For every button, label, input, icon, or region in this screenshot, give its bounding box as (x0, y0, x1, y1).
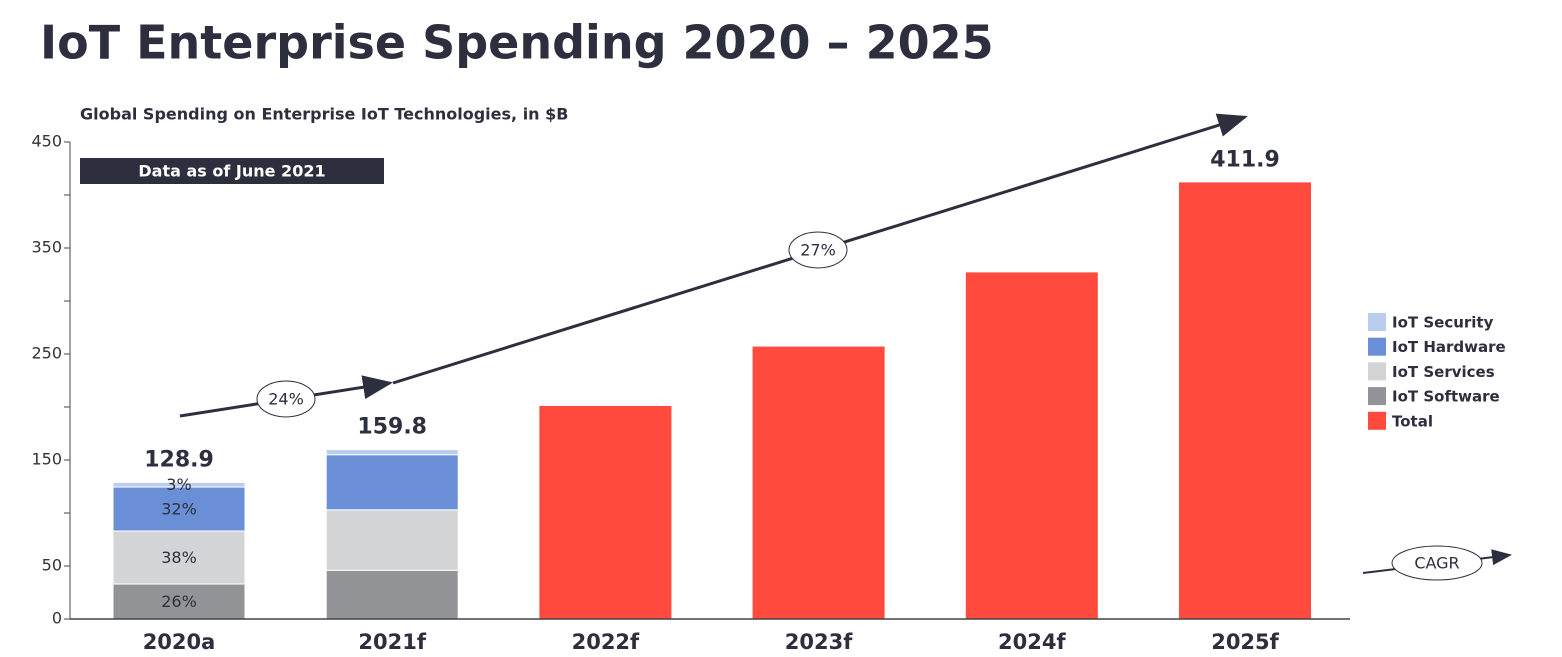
legend-swatch (1368, 337, 1386, 356)
share-label: 32% (161, 500, 197, 519)
y-tick-label: 450 (31, 132, 62, 151)
chart-subtitle: Global Spending on Enterprise IoT Techno… (80, 105, 568, 124)
bar-segment (112, 530, 246, 585)
legend-label: IoT Hardware (1392, 338, 1506, 356)
x-tick-label: 2023f (785, 630, 853, 654)
bar-segment (325, 509, 459, 571)
legend-label: IoT Security (1392, 314, 1494, 332)
cagr-label: 27% (800, 241, 836, 260)
cagr-badge (256, 380, 316, 418)
y-tick-label: 0 (52, 609, 62, 628)
cagr-legend-label: CAGR (1414, 554, 1459, 573)
note-text: Data as of June 2021 (138, 162, 325, 181)
bar-segment (325, 569, 459, 620)
total-label: 411.9 (1210, 147, 1280, 172)
bar-segment (112, 486, 246, 532)
y-tick-label: 150 (31, 450, 62, 469)
cagr-legend-badge (1391, 545, 1483, 581)
bar (539, 405, 672, 619)
x-tick-label: 2021f (358, 630, 426, 654)
bar-segment (325, 449, 459, 456)
x-tick-label: 2024f (998, 630, 1066, 654)
x-tick-label: 2022f (572, 630, 640, 654)
share-label: 3% (166, 475, 191, 494)
legend-label: IoT Services (1392, 363, 1495, 381)
share-label: 38% (161, 548, 197, 567)
total-label: 128.9 (144, 447, 214, 472)
bar (752, 346, 885, 619)
y-tick-label: 350 (31, 238, 62, 257)
bar (1179, 182, 1311, 620)
x-tick-label: 2020a (143, 630, 216, 654)
legend-swatch (1368, 362, 1386, 381)
legend-label: Total (1392, 412, 1433, 430)
cagr-label: 24% (268, 390, 304, 409)
chart-title: IoT Enterprise Spending 2020 – 2025 (40, 16, 994, 70)
y-tick-label: 50 (42, 556, 62, 575)
legend-swatch (1368, 411, 1386, 430)
note-banner (80, 158, 384, 184)
legend-label: IoT Software (1392, 388, 1500, 406)
cagr-badge (788, 231, 848, 269)
share-label: 26% (161, 592, 197, 611)
bar-segment (325, 454, 459, 511)
legend-swatch (1368, 313, 1386, 331)
x-tick-label: 2025f (1211, 630, 1279, 654)
bar-segment (112, 481, 246, 488)
bar (965, 272, 1098, 619)
y-tick-label: 250 (31, 344, 62, 363)
legend-swatch (1368, 387, 1386, 406)
total-label: 159.8 (357, 415, 427, 440)
